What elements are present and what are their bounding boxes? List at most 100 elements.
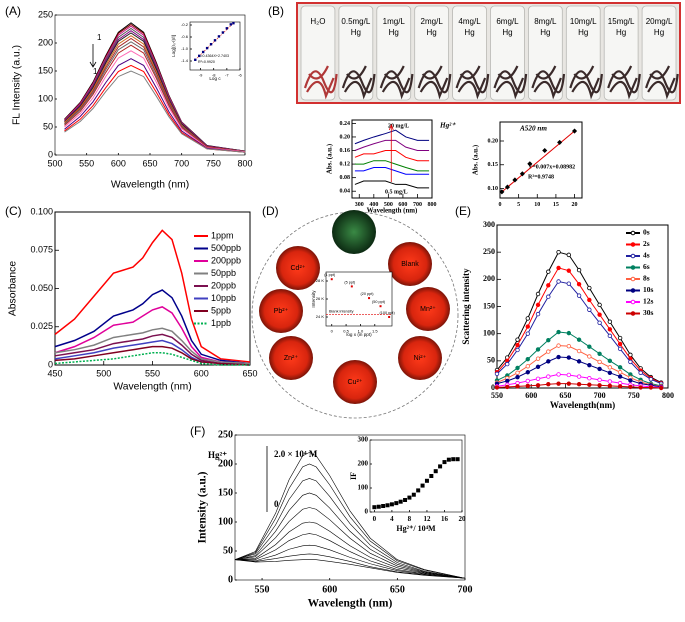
marker bbox=[546, 283, 551, 288]
series-line bbox=[54, 306, 251, 365]
series-line bbox=[54, 289, 251, 365]
marker bbox=[576, 381, 582, 387]
annotation: R²=0.9920 bbox=[198, 60, 215, 64]
marker bbox=[617, 365, 623, 370]
marker bbox=[556, 372, 561, 377]
marker bbox=[638, 370, 643, 375]
data-point bbox=[389, 502, 394, 507]
series-line bbox=[64, 32, 246, 152]
marker bbox=[617, 335, 623, 341]
marker bbox=[515, 342, 520, 348]
y-tick-label: 0.12 bbox=[340, 161, 351, 167]
marker bbox=[607, 319, 613, 324]
series-line bbox=[234, 553, 466, 579]
legend-label: 6s bbox=[643, 262, 650, 271]
y-tick-label: -0.2 bbox=[181, 22, 189, 27]
annotation: 0.5 mg/L bbox=[385, 189, 408, 195]
marker bbox=[525, 370, 530, 375]
red-spot bbox=[406, 287, 450, 331]
y-tick-label: 0.025 bbox=[30, 321, 53, 331]
vial-contents bbox=[607, 65, 641, 100]
marker bbox=[525, 378, 530, 384]
y-tick-label: 100 bbox=[38, 93, 53, 103]
series-line bbox=[234, 478, 466, 579]
data-point bbox=[229, 23, 232, 26]
y-axis-label: Intensity bbox=[311, 290, 316, 308]
marker bbox=[597, 377, 602, 383]
x-tick-label: 15 bbox=[553, 202, 559, 208]
data-point bbox=[442, 460, 447, 465]
point-label: (5 ppt) bbox=[344, 280, 356, 284]
x-tick-label: 800 bbox=[237, 159, 252, 169]
marker bbox=[628, 359, 633, 365]
legend-marker bbox=[630, 288, 636, 293]
blank-label: Blank intensity bbox=[329, 309, 354, 313]
chart-title: Hg²⁺ bbox=[439, 122, 456, 130]
x-tick-label: 750 bbox=[628, 391, 640, 400]
marker bbox=[525, 364, 530, 369]
y-tick-label: 150 bbox=[483, 301, 495, 310]
x-axis-label: Hg²⁺/ 10⁴M bbox=[396, 524, 436, 533]
x-axis-label: Log c bbox=[209, 76, 221, 81]
vial-label: 10mg/L bbox=[570, 17, 597, 26]
x-tick-label: 500 bbox=[96, 369, 111, 379]
legend-marker bbox=[630, 311, 636, 316]
vial-label: 6mg/L bbox=[496, 17, 519, 26]
vial-label: Hg bbox=[616, 28, 626, 37]
y-tick-label: -0.6 bbox=[181, 34, 189, 39]
spot-label: Zn²⁺ bbox=[284, 355, 299, 362]
y-axis-label: FL Intensity (a.u.) bbox=[12, 45, 23, 125]
annotation: 20 mg/L bbox=[388, 123, 409, 129]
y-tick-label: 100 bbox=[483, 328, 495, 337]
series-line bbox=[234, 492, 466, 579]
x-tick-label: 600 bbox=[322, 584, 337, 595]
data-point bbox=[221, 31, 225, 34]
plot-area bbox=[54, 211, 251, 366]
y-axis-label: Abs. (a.u.) bbox=[327, 144, 334, 174]
vial-label: Hg bbox=[502, 28, 512, 37]
marker bbox=[525, 324, 530, 329]
series-line bbox=[54, 352, 250, 366]
marker bbox=[607, 379, 613, 384]
marker bbox=[535, 311, 541, 317]
point-label: (50 ppt) bbox=[372, 300, 386, 304]
y-tick-label: 50 bbox=[43, 121, 53, 131]
y-tick-label: 0.04 bbox=[340, 189, 351, 195]
vial-label: H₂O bbox=[310, 17, 325, 26]
marker bbox=[597, 312, 602, 317]
marker bbox=[546, 374, 551, 379]
series-line bbox=[235, 533, 466, 579]
series-line bbox=[354, 160, 430, 172]
marker bbox=[556, 381, 561, 386]
marker bbox=[576, 293, 582, 298]
marker bbox=[535, 356, 541, 361]
vial-contents bbox=[303, 65, 338, 100]
marker bbox=[525, 357, 530, 362]
x-tick-label: 4 bbox=[390, 515, 394, 523]
marker bbox=[587, 382, 592, 387]
marker bbox=[566, 268, 572, 273]
series-line bbox=[234, 452, 466, 579]
x-tick-label: 750 bbox=[206, 159, 221, 169]
marker bbox=[576, 374, 582, 379]
x-tick-label: 650 bbox=[559, 391, 571, 400]
panel-label: (A) bbox=[5, 4, 21, 18]
marker bbox=[535, 347, 541, 352]
red-spot bbox=[269, 336, 313, 380]
series-line bbox=[234, 544, 466, 579]
x-tick-label: 20 bbox=[459, 515, 467, 523]
x-tick-label: -9 bbox=[199, 72, 203, 77]
series-line bbox=[64, 70, 246, 153]
vial-label: 0.5mg/L bbox=[341, 17, 370, 26]
vial-contents bbox=[455, 65, 490, 100]
marker bbox=[576, 348, 582, 354]
x-tick-label: 8 bbox=[408, 515, 412, 523]
y-axis-label: Log[(I₀-I)/I] bbox=[171, 35, 176, 57]
series-line bbox=[64, 41, 246, 153]
marker bbox=[525, 331, 530, 336]
x-tick-label: 1.5 bbox=[372, 328, 378, 333]
plot-area bbox=[325, 271, 393, 327]
y-tick-label: 0.20 bbox=[488, 138, 499, 144]
data-point bbox=[542, 147, 548, 154]
x-axis-label: Wavelength (nm) bbox=[367, 208, 418, 215]
